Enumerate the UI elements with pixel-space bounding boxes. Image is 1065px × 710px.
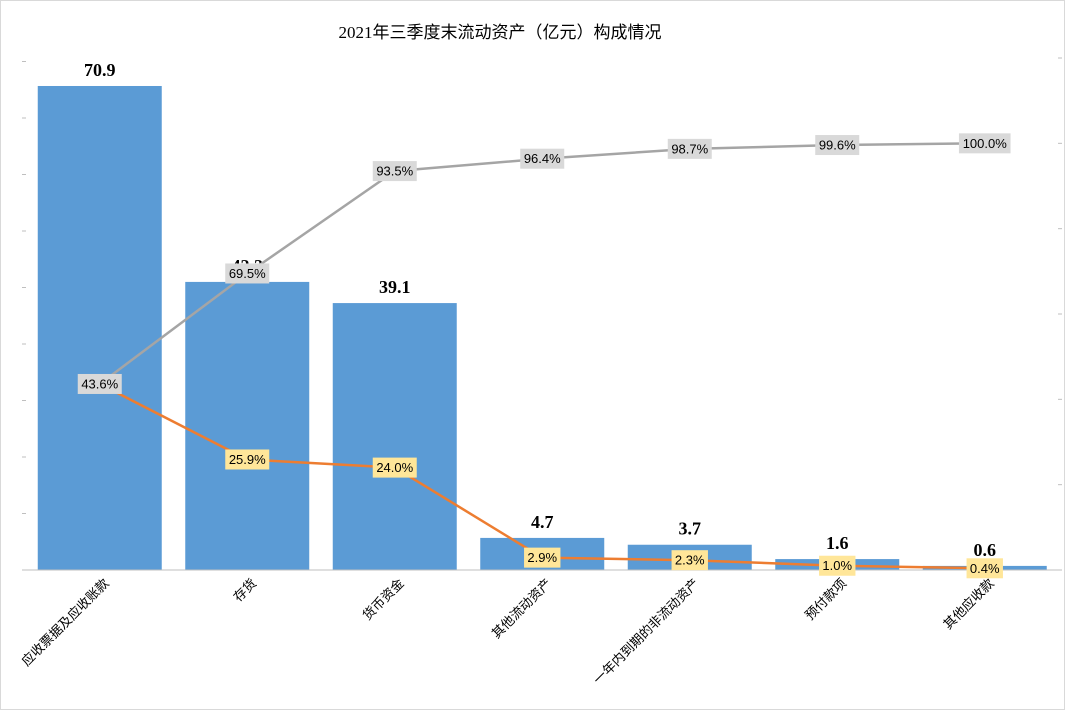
data-label-box (815, 135, 860, 156)
data-label-box (225, 449, 270, 470)
data-label: 100.0% (963, 136, 1008, 151)
bar (332, 303, 457, 570)
data-label: 93.5% (376, 164, 413, 179)
x-tick-label: 应收票据及应收账款 (19, 576, 113, 670)
data-label: 96.4% (524, 151, 561, 166)
x-tick-label: 一年内到期的非流动资产 (590, 576, 702, 688)
x-tick-label: 货币资金 (359, 576, 407, 624)
x-tick-label: 其他流动资产 (489, 576, 555, 642)
data-label-box (958, 133, 1011, 154)
x-tick-label: 其他应收款 (940, 576, 997, 633)
data-label: 24.0% (376, 460, 413, 475)
data-label-box (77, 373, 122, 394)
data-label-box (819, 555, 856, 576)
data-label-box (966, 558, 1003, 579)
data-label: 99.6% (819, 138, 856, 153)
bar-value-label: 1.6 (826, 533, 849, 553)
data-label: 25.9% (229, 452, 266, 467)
data-label-box (372, 161, 417, 182)
chart-title: 2021年三季度末流动资产（亿元）构成情况 (338, 23, 662, 42)
data-label: 2.3% (675, 553, 705, 568)
data-label: 2.9% (527, 550, 557, 565)
data-label-box (372, 457, 417, 478)
bar-value-label: 39.1 (379, 277, 411, 297)
data-label: 98.7% (671, 141, 708, 156)
bar-value-label: 0.6 (974, 540, 997, 560)
bar-value-label: 4.7 (531, 512, 554, 532)
data-label: 69.5% (229, 266, 266, 281)
x-tick-label: 预付款项 (803, 576, 850, 623)
data-label-box (667, 138, 712, 159)
x-tick-label: 存货 (230, 576, 260, 606)
data-label-box (225, 263, 270, 284)
bar (37, 85, 162, 571)
data-label-box (520, 148, 565, 169)
data-label-box (524, 547, 561, 568)
data-label-box (671, 550, 708, 571)
data-label: 43.6% (81, 376, 118, 391)
bar-value-label: 70.9 (84, 60, 116, 80)
bar-value-label: 3.7 (679, 519, 702, 539)
data-label: 1.0% (822, 558, 852, 573)
data-label: 0.4% (970, 561, 1000, 576)
bar (185, 281, 310, 570)
